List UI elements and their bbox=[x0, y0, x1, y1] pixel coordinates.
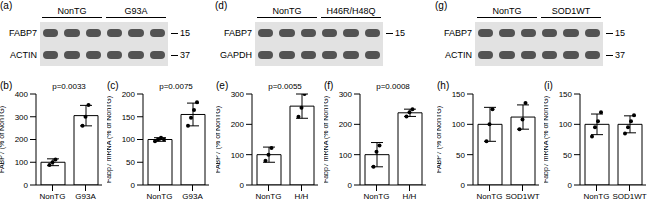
svg-text:150: 150 bbox=[452, 90, 466, 99]
svg-text:150: 150 bbox=[559, 90, 573, 99]
svg-text:100: 100 bbox=[559, 120, 573, 129]
svg-text:100: 100 bbox=[122, 135, 136, 144]
html-text:(d): (d) bbox=[215, 0, 228, 11]
html-text:15: 15 bbox=[395, 28, 405, 38]
svg-text:0: 0 bbox=[348, 181, 353, 190]
html-text:GAPDH: GAPDH bbox=[220, 50, 252, 60]
svg-text:NonTG: NonTG bbox=[40, 192, 66, 199]
html-text:p=0.0055: p=0.0055 bbox=[268, 82, 302, 91]
svg-text:0: 0 bbox=[24, 181, 29, 190]
svg-text:50: 50 bbox=[563, 151, 572, 160]
svg-text:Fabp7 mRNA (% of NonTG): Fabp7 mRNA (% of NonTG) bbox=[324, 96, 330, 183]
svg-text:200: 200 bbox=[339, 120, 353, 129]
html-text:ACTIN: ACTIN bbox=[445, 50, 472, 60]
svg-text:NonTG: NonTG bbox=[584, 192, 610, 199]
svg-text:0: 0 bbox=[131, 181, 136, 190]
html-text:NonTG: NonTG bbox=[57, 6, 87, 16]
html-text:(f): (f) bbox=[324, 80, 334, 91]
html-text:15: 15 bbox=[180, 28, 190, 38]
html-text:(a): (a) bbox=[0, 0, 13, 11]
html-text:15: 15 bbox=[615, 28, 625, 38]
svg-text:SOD1WT: SOD1WT bbox=[505, 192, 539, 199]
svg-text:G93A: G93A bbox=[182, 192, 203, 199]
html-text:FABP7: FABP7 bbox=[444, 28, 472, 38]
html-text:H46R/H48Q: H46R/H48Q bbox=[326, 6, 376, 16]
svg-text:H/H: H/H bbox=[295, 192, 309, 199]
html-text:p=0.0033: p=0.0033 bbox=[52, 82, 86, 91]
svg-text:NonTG: NonTG bbox=[364, 192, 390, 199]
html-text:FABP7: FABP7 bbox=[224, 28, 252, 38]
svg-text:NonTG: NonTG bbox=[256, 192, 282, 199]
svg-text:H/H: H/H bbox=[403, 192, 417, 199]
svg-text:300: 300 bbox=[231, 90, 245, 99]
svg-text:50: 50 bbox=[456, 151, 465, 160]
html-text:p=0.0075: p=0.0075 bbox=[159, 82, 193, 91]
svg-text:G93A: G93A bbox=[75, 192, 96, 199]
svg-text:200: 200 bbox=[122, 90, 136, 99]
svg-text:0: 0 bbox=[568, 181, 573, 190]
svg-text:FABP7 (% of NonTG): FABP7 (% of NonTG) bbox=[216, 106, 222, 173]
html-text:(i): (i) bbox=[544, 80, 553, 91]
svg-text:FABP7 (% of NonTG): FABP7 (% of NonTG) bbox=[437, 106, 443, 173]
html-text:NonTG: NonTG bbox=[272, 6, 302, 16]
html-text:(e): (e) bbox=[216, 80, 229, 91]
svg-text:300: 300 bbox=[15, 113, 29, 122]
html-text:37: 37 bbox=[615, 50, 625, 60]
svg-text:Fabp7 mRNA (% of NonTG): Fabp7 mRNA (% of NonTG) bbox=[544, 96, 550, 183]
html-text:ACTIN: ACTIN bbox=[10, 50, 37, 60]
html-text:G93A: G93A bbox=[124, 6, 148, 16]
svg-text:100: 100 bbox=[452, 120, 466, 129]
svg-text:100: 100 bbox=[339, 151, 353, 160]
svg-text:100: 100 bbox=[231, 151, 245, 160]
html-text:(b): (b) bbox=[0, 80, 13, 91]
svg-text:NonTG: NonTG bbox=[477, 192, 503, 199]
svg-text:0: 0 bbox=[461, 181, 466, 190]
svg-text:100: 100 bbox=[15, 158, 29, 167]
html-text:NonTG: NonTG bbox=[492, 6, 522, 16]
svg-text:50: 50 bbox=[126, 158, 135, 167]
html-text:(h): (h) bbox=[437, 80, 450, 91]
html-text:FABP7: FABP7 bbox=[9, 28, 37, 38]
html-text:p=0.0008: p=0.0008 bbox=[376, 82, 410, 91]
svg-text:400: 400 bbox=[15, 90, 29, 99]
svg-text:200: 200 bbox=[231, 120, 245, 129]
svg-text:SOD1WT: SOD1WT bbox=[612, 192, 642, 199]
svg-text:150: 150 bbox=[122, 113, 136, 122]
html-text:(c): (c) bbox=[107, 80, 119, 91]
html-text:37: 37 bbox=[180, 50, 190, 60]
svg-text:300: 300 bbox=[339, 90, 353, 99]
svg-text:200: 200 bbox=[15, 135, 29, 144]
html-text:SOD1WT: SOD1WT bbox=[551, 6, 591, 16]
html-text:(g): (g) bbox=[435, 0, 448, 11]
svg-text:Fabp7 mRNA (% of NonTG): Fabp7 mRNA (% of NonTG) bbox=[107, 96, 113, 183]
svg-text:0: 0 bbox=[240, 181, 245, 190]
svg-text:NonTG: NonTG bbox=[147, 192, 173, 199]
